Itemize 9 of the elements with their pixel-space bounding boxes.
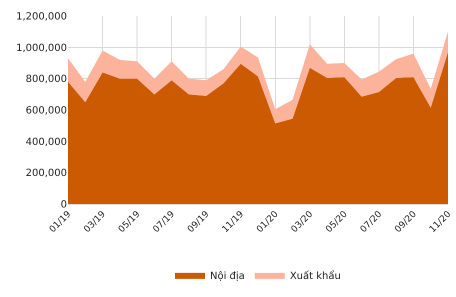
y-tick-label: 400,000 — [26, 136, 67, 148]
y-tick-label: 800,000 — [26, 74, 67, 86]
y-tick-label: 0 — [60, 200, 67, 210]
legend-label: Nội địa — [210, 270, 245, 282]
y-tick-label: 200,000 — [26, 168, 67, 180]
y-tick-label: 1,200,000 — [16, 12, 67, 22]
y-tick-label: 600,000 — [26, 106, 67, 116]
legend-label: Xuất khẩu — [290, 270, 341, 282]
y-tick-label: 1,000,000 — [16, 42, 67, 54]
